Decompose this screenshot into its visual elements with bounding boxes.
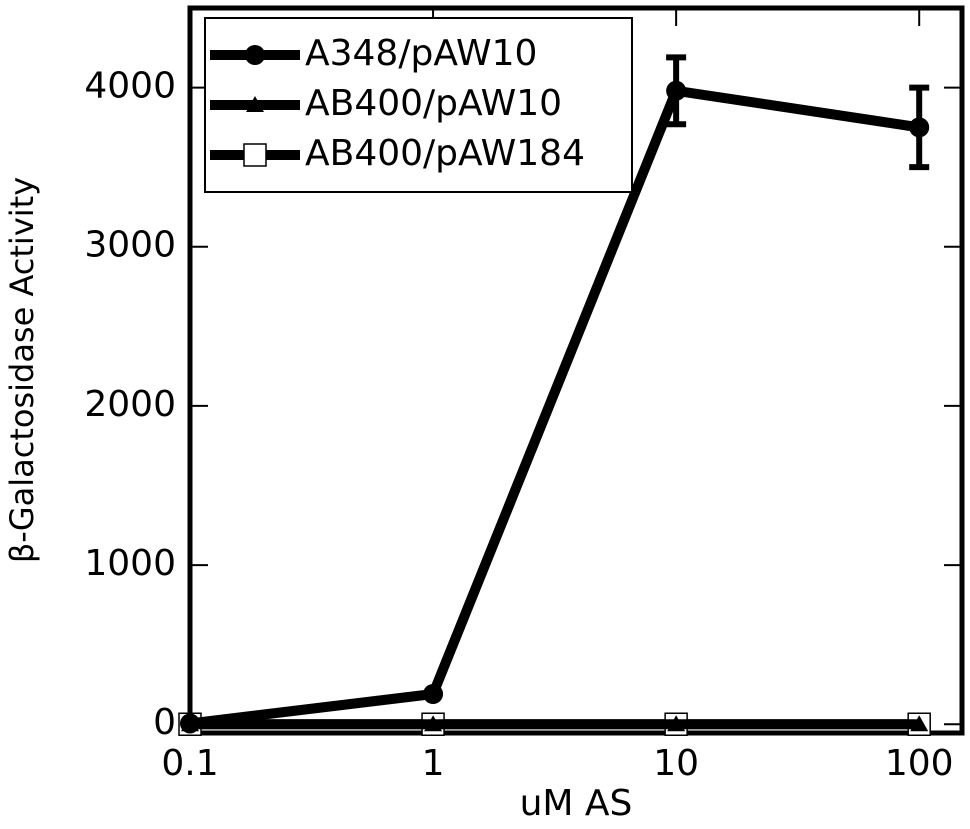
marker [423, 684, 444, 705]
marker [424, 715, 443, 732]
legend-label: AB400/pAW10 [305, 83, 562, 124]
y-tick-label: 2000 [84, 384, 176, 425]
y-tick-label: 0 [153, 702, 176, 743]
x-tick-label: 0.1 [161, 743, 218, 784]
x-tick-label: 10 [653, 743, 699, 784]
y-tick-label: 4000 [84, 66, 176, 107]
marker [243, 143, 267, 167]
marker [246, 96, 264, 112]
marker [180, 713, 200, 734]
plot-frame [187, 5, 965, 736]
y-tick-label: 3000 [84, 225, 176, 266]
x-axis-label: uM AS [520, 783, 633, 824]
y-axis-label: β-Galactosidase Activity [3, 177, 41, 563]
marker [667, 715, 686, 732]
marker [245, 45, 265, 65]
legend-label: A348/pAW10 [305, 33, 537, 74]
x-tick-label: 100 [885, 743, 954, 784]
marker [909, 117, 930, 138]
marker [666, 80, 687, 101]
series-line [189, 85, 920, 729]
marker [910, 715, 929, 732]
legend-label: AB400/pAW184 [305, 133, 585, 174]
x-tick-label: 1 [422, 743, 445, 784]
y-tick-label: 1000 [84, 543, 176, 584]
